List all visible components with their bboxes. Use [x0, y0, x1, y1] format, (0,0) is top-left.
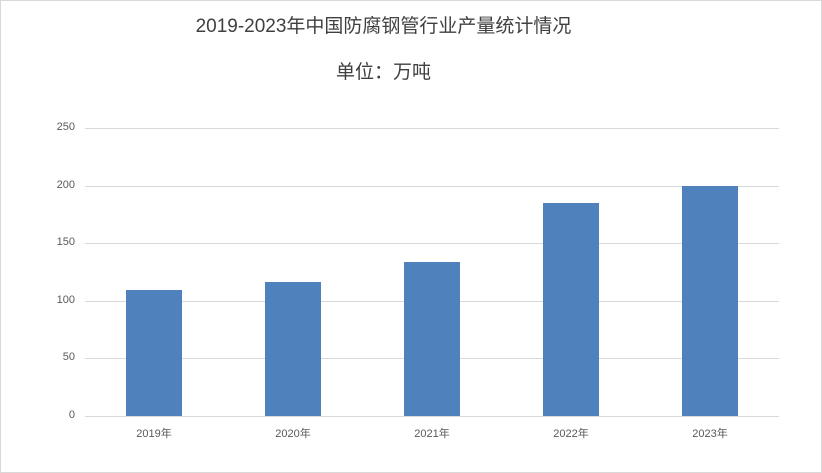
- bar: [682, 186, 738, 416]
- chart-subtitle: 单位：万吨: [335, 62, 431, 83]
- x-tick-label: 2021年: [414, 428, 450, 440]
- x-tick-label: 2023年: [692, 428, 728, 440]
- y-tick-label: 50: [62, 351, 75, 363]
- y-tick-label: 0: [68, 409, 75, 421]
- x-tick-label: 2020年: [275, 428, 311, 440]
- y-tick-label: 250: [56, 121, 75, 133]
- bar: [265, 282, 321, 416]
- y-tick-label: 150: [56, 236, 75, 248]
- plot-area: [85, 128, 779, 417]
- gridline: [85, 416, 779, 417]
- gridline: [85, 243, 779, 244]
- bar: [126, 290, 182, 416]
- x-tick-label: 2022年: [553, 428, 589, 440]
- y-tick-label: 100: [56, 294, 75, 306]
- x-tick-label: 2019年: [136, 428, 172, 440]
- chart-title: 2019-2023年中国防腐钢管行业产量统计情况: [195, 16, 572, 37]
- gridline: [85, 128, 779, 129]
- gridline: [85, 186, 779, 187]
- bar: [404, 262, 460, 416]
- bar: [543, 203, 599, 416]
- y-tick-label: 200: [56, 179, 75, 191]
